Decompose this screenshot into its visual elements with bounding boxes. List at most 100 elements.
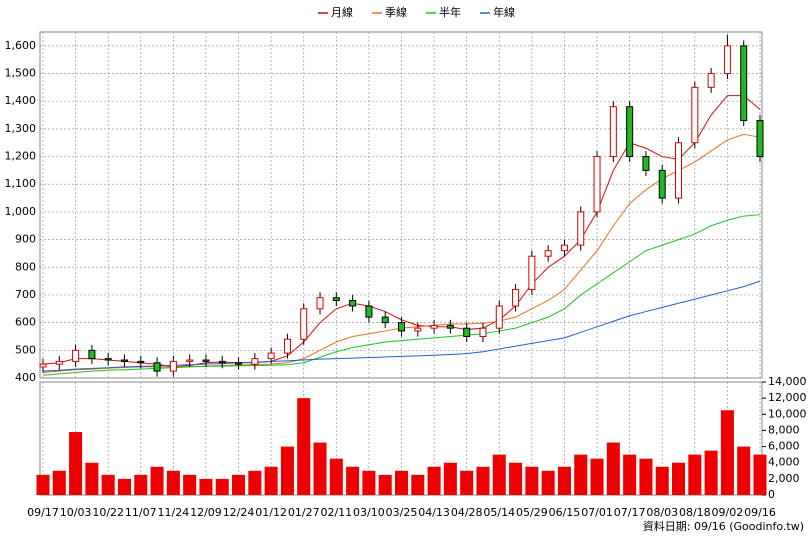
candle-body [398, 322, 405, 332]
x-tick-label: 03/10 [353, 506, 385, 519]
candle-body [137, 360, 145, 364]
volume-bar [36, 474, 50, 495]
y-tick-label: 600 [15, 316, 36, 329]
candle-body [283, 338, 291, 354]
x-tick-label: 07/01 [581, 506, 613, 519]
x-tick-label: 03/25 [386, 506, 418, 519]
candle-body [560, 244, 568, 252]
volume-bar [704, 450, 718, 495]
volume-bar [623, 454, 637, 495]
y-tick-label: 500 [15, 343, 36, 356]
ma-line [42, 214, 761, 376]
volume-bar [688, 454, 702, 495]
candle-body [577, 211, 585, 246]
x-tick-label: 09/16 [744, 506, 776, 519]
volume-bar [199, 478, 213, 495]
candle-body [626, 106, 634, 158]
volume-bar [427, 466, 441, 495]
volume-bar [134, 474, 148, 495]
volume-bar [476, 466, 490, 495]
volume-bar [394, 470, 409, 495]
candle-body [186, 359, 194, 362]
volume-bar [574, 454, 588, 495]
candle-body [202, 359, 210, 362]
y-tick-label: 1,300 [5, 122, 37, 135]
volume-bar [183, 474, 197, 495]
x-tick-label: 02/11 [320, 506, 352, 519]
y2-tick-label: 14,000 [768, 375, 807, 388]
volume-bar [557, 466, 571, 495]
x-tick-label: 01/27 [288, 506, 320, 519]
volume-bar [655, 466, 669, 495]
x-tick-label: 05/14 [483, 506, 515, 519]
x-tick-label: 09/02 [712, 506, 744, 519]
candle-body [332, 297, 340, 301]
candle-body [72, 349, 80, 362]
candle-body [153, 362, 161, 372]
candle-body [495, 305, 503, 329]
volume-bar [346, 466, 360, 495]
x-tick-label: 11/07 [125, 506, 157, 519]
volume-bar [362, 470, 376, 495]
y-tick-label: 1,400 [5, 94, 37, 107]
volume-bar [378, 474, 392, 495]
candle-body [251, 358, 259, 365]
volume-bar [313, 442, 327, 495]
volume-bar [639, 458, 653, 495]
candle-body [609, 106, 617, 158]
x-tick-label: 05/29 [516, 506, 548, 519]
x-tick-label: 09/17 [27, 506, 59, 519]
volume-bar [737, 446, 751, 495]
candle-body [707, 73, 715, 88]
x-tick-label: 12/24 [223, 506, 255, 519]
volume-bar [672, 462, 686, 495]
candle-body [267, 352, 275, 360]
candle-body [675, 142, 683, 199]
legend-label: 年線 [493, 5, 515, 19]
y-tick-label: 700 [15, 288, 36, 301]
footer: 資料日期: 09/16 (Goodinfo.tw) [643, 519, 804, 533]
volume-bar [753, 454, 767, 495]
candle-body [544, 250, 552, 257]
volume-bar [232, 474, 246, 495]
volume-bar [525, 466, 539, 495]
candle-body [414, 327, 422, 332]
y-tick-label: 1,100 [5, 177, 37, 190]
candle-body [512, 288, 520, 307]
y-tick-label: 400 [15, 371, 36, 384]
volume-bar [590, 458, 604, 495]
candle-body [446, 324, 454, 329]
y2-tick-label: 12,000 [768, 391, 807, 404]
candle-body [740, 45, 748, 122]
candle-body [381, 316, 389, 324]
candle-body [756, 120, 764, 158]
volume-bar [541, 470, 555, 495]
volume-bar [492, 454, 506, 495]
volume-bar [69, 432, 83, 495]
y2-tick-label: 6,000 [768, 440, 800, 453]
volume-bar [443, 462, 457, 495]
y-tick-label: 1,000 [5, 205, 37, 218]
candle-body [365, 305, 373, 318]
candle-body [88, 349, 96, 360]
y2-tick-label: 4,000 [768, 456, 800, 469]
candle-body [316, 297, 324, 310]
legend-label: 半年 [439, 5, 461, 19]
candle-body [39, 363, 47, 368]
candle-body [218, 360, 226, 364]
volume-bar [52, 470, 66, 495]
candle-body [593, 156, 601, 213]
candle-body [658, 169, 666, 199]
candle-body [463, 327, 471, 337]
x-tick-label: 12/09 [190, 506, 222, 519]
volume-bar [264, 466, 278, 495]
y-tick-label: 1,600 [5, 39, 37, 52]
volume-bar [297, 398, 311, 495]
candle-body [104, 358, 112, 361]
y2-tick-label: 10,000 [768, 407, 807, 420]
ma-line [42, 280, 761, 372]
candle-body [169, 360, 177, 372]
candle-body [479, 327, 487, 337]
y-tick-label: 800 [15, 260, 36, 273]
candle-body [691, 86, 699, 144]
